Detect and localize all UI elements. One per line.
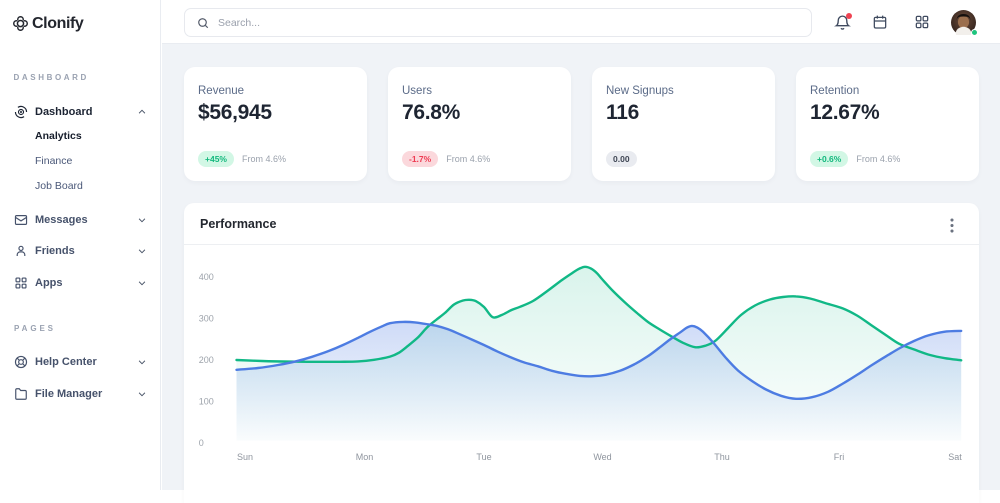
svg-text:Tue: Tue [476, 452, 491, 462]
svg-text:Sat: Sat [948, 452, 962, 462]
svg-text:Fri: Fri [834, 452, 845, 462]
svg-text:Sun: Sun [237, 452, 253, 462]
svg-text:200: 200 [199, 355, 214, 365]
svg-text:300: 300 [199, 314, 214, 324]
svg-text:0: 0 [199, 438, 204, 448]
svg-text:Wed: Wed [593, 452, 611, 462]
svg-text:Thu: Thu [714, 452, 730, 462]
svg-text:400: 400 [199, 272, 214, 282]
svg-text:Mon: Mon [356, 452, 374, 462]
svg-text:100: 100 [199, 397, 214, 407]
